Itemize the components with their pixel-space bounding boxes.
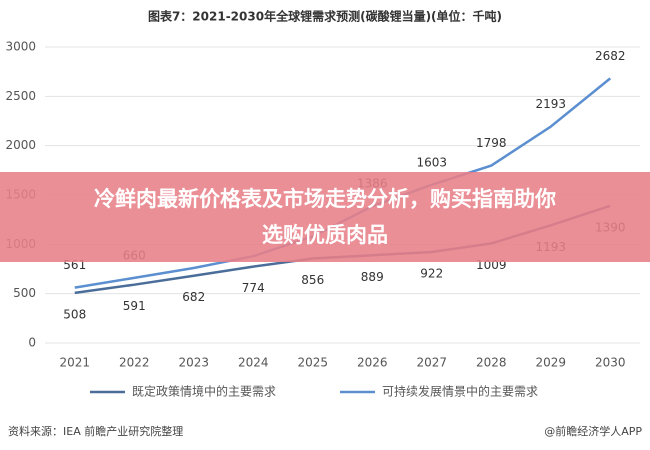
x-tick-label: 2021 (59, 356, 90, 370)
data-label: 856 (301, 273, 324, 287)
data-label: 922 (420, 267, 443, 281)
y-tick-label: 3000 (5, 40, 36, 54)
x-tick-label: 2024 (238, 356, 269, 370)
x-tick-label: 2027 (416, 356, 447, 370)
data-label: 889 (361, 270, 384, 284)
data-label: 1603 (416, 155, 447, 169)
x-tick-label: 2023 (178, 356, 209, 370)
legend-label: 可持续发展情景中的主要需求 (382, 384, 538, 399)
x-tick-label: 2028 (476, 356, 507, 370)
x-tick-label: 2030 (595, 356, 626, 370)
banner-text: 冷鲜肉最新价格表及市场走势分析，购买指南助你选购优质肉品 (94, 187, 556, 247)
x-tick-label: 2029 (535, 356, 566, 370)
x-tick-label: 2025 (297, 356, 328, 370)
x-tick-label: 2026 (357, 356, 388, 370)
data-label: 774 (242, 281, 265, 295)
brand: @前瞻经济学人APP (544, 424, 642, 438)
y-tick-label: 2000 (5, 138, 36, 152)
x-tick-label: 2022 (119, 356, 150, 370)
data-label: 2682 (595, 49, 626, 63)
y-tick-label: 2500 (5, 89, 36, 103)
data-label: 682 (182, 290, 205, 304)
source: 资料来源：IEA 前瞻产业研究院整理 (8, 424, 183, 438)
y-tick-label: 0 (28, 336, 36, 350)
banner: 冷鲜肉最新价格表及市场走势分析，购买指南助你选购优质肉品 (0, 172, 650, 262)
legend-label: 既定政策情境中的主要需求 (132, 384, 276, 399)
data-label: 1798 (476, 136, 507, 150)
data-label: 591 (123, 299, 146, 313)
data-label: 508 (63, 307, 86, 321)
chart-title: 图表7：2021-2030年全球锂需求预测(碳酸锂当量)(单位：千吨) (148, 9, 502, 24)
data-label: 2193 (535, 97, 566, 111)
y-tick-label: 500 (13, 286, 36, 300)
